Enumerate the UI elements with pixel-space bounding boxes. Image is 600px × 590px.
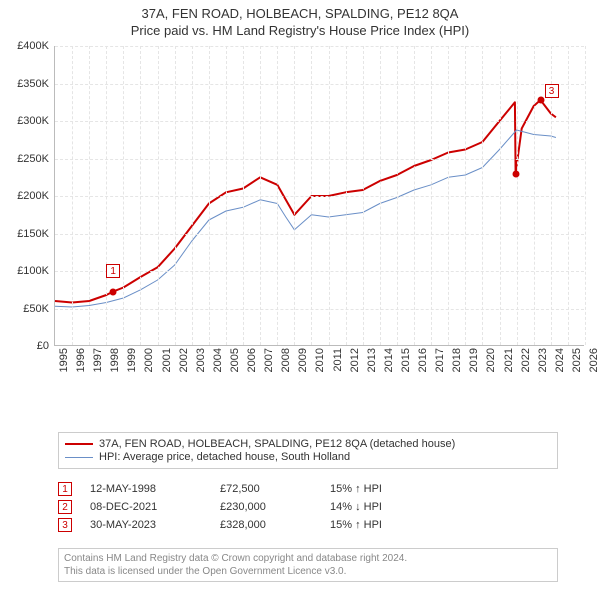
transaction-row: 2 08-DEC-2021 £230,000 14% ↓ HPI xyxy=(58,500,450,514)
x-axis-label: 2024 xyxy=(554,348,566,372)
title-subtitle: Price paid vs. HM Land Registry's House … xyxy=(0,23,600,38)
x-axis-label: 1996 xyxy=(75,348,87,372)
marker-dot-icon xyxy=(537,97,544,104)
x-axis-label: 2001 xyxy=(161,348,173,372)
x-axis-label: 2016 xyxy=(417,348,429,372)
y-axis-label: £150K xyxy=(5,228,49,240)
y-axis-label: £350K xyxy=(5,78,49,90)
legend-label: HPI: Average price, detached house, Sout… xyxy=(99,451,350,463)
transaction-row: 3 30-MAY-2023 £328,000 15% ↑ HPI xyxy=(58,518,450,532)
transaction-pct: 14% ↓ HPI xyxy=(330,501,450,513)
transaction-date: 30-MAY-2023 xyxy=(90,519,220,531)
x-axis-label: 2003 xyxy=(195,348,207,372)
x-axis-label: 1999 xyxy=(126,348,138,372)
series-line xyxy=(55,130,556,307)
transaction-date: 12-MAY-1998 xyxy=(90,483,220,495)
y-axis-label: £250K xyxy=(5,153,49,165)
legend-item: HPI: Average price, detached house, Sout… xyxy=(65,451,551,463)
legend-swatch xyxy=(65,443,93,445)
legend: 37A, FEN ROAD, HOLBEACH, SPALDING, PE12 … xyxy=(58,432,558,469)
x-axis-label: 2025 xyxy=(571,348,583,372)
x-axis-label: 1995 xyxy=(58,348,70,372)
transaction-price: £230,000 xyxy=(220,501,330,513)
x-axis-label: 2021 xyxy=(503,348,515,372)
legend-item: 37A, FEN ROAD, HOLBEACH, SPALDING, PE12 … xyxy=(65,438,551,450)
x-axis-label: 2014 xyxy=(383,348,395,372)
x-axis-label: 2002 xyxy=(178,348,190,372)
x-axis-label: 2010 xyxy=(314,348,326,372)
title-address: 37A, FEN ROAD, HOLBEACH, SPALDING, PE12 … xyxy=(0,6,600,21)
x-axis-label: 2006 xyxy=(246,348,258,372)
x-axis-label: 2011 xyxy=(332,348,344,372)
x-axis-label: 2000 xyxy=(143,348,155,372)
transaction-price: £328,000 xyxy=(220,519,330,531)
y-axis-label: £0 xyxy=(5,340,49,352)
marker-badge: 2 xyxy=(58,500,72,514)
x-axis-label: 2005 xyxy=(229,348,241,372)
transaction-price: £72,500 xyxy=(220,483,330,495)
y-axis-label: £200K xyxy=(5,190,49,202)
y-axis-label: £50K xyxy=(5,303,49,315)
x-axis-label: 2004 xyxy=(212,348,224,372)
header: 37A, FEN ROAD, HOLBEACH, SPALDING, PE12 … xyxy=(0,0,600,38)
x-axis-label: 1998 xyxy=(109,348,121,372)
x-axis-label: 2009 xyxy=(297,348,309,372)
chart: £0£50K£100K£150K£200K£250K£300K£350K£400… xyxy=(54,46,584,386)
transaction-list: 1 12-MAY-1998 £72,500 15% ↑ HPI 2 08-DEC… xyxy=(58,478,450,536)
transaction-row: 1 12-MAY-1998 £72,500 15% ↑ HPI xyxy=(58,482,450,496)
x-axis-label: 2026 xyxy=(588,348,600,372)
legend-swatch xyxy=(65,457,93,458)
transaction-pct: 15% ↑ HPI xyxy=(330,483,450,495)
series-line xyxy=(55,100,556,303)
x-axis-label: 2018 xyxy=(451,348,463,372)
x-axis-label: 1997 xyxy=(92,348,104,372)
x-axis-label: 2015 xyxy=(400,348,412,372)
x-axis-label: 2022 xyxy=(520,348,532,372)
plot-area: £0£50K£100K£150K£200K£250K£300K£350K£400… xyxy=(54,46,584,346)
marker-badge: 3 xyxy=(58,518,72,532)
x-axis-label: 2013 xyxy=(366,348,378,372)
marker-badge: 1 xyxy=(106,264,120,278)
marker-dot-icon xyxy=(110,288,117,295)
x-axis-label: 2007 xyxy=(263,348,275,372)
y-axis-label: £300K xyxy=(5,115,49,127)
attribution-line: This data is licensed under the Open Gov… xyxy=(64,565,552,578)
marker-dot-icon xyxy=(512,170,519,177)
attribution-line: Contains HM Land Registry data © Crown c… xyxy=(64,552,552,565)
x-axis-label: 2012 xyxy=(349,348,361,372)
marker-badge: 1 xyxy=(58,482,72,496)
legend-label: 37A, FEN ROAD, HOLBEACH, SPALDING, PE12 … xyxy=(99,438,455,450)
marker-badge: 3 xyxy=(545,84,559,98)
y-axis-label: £100K xyxy=(5,265,49,277)
x-axis-label: 2008 xyxy=(280,348,292,372)
transaction-date: 08-DEC-2021 xyxy=(90,501,220,513)
x-axis-label: 2017 xyxy=(434,348,446,372)
x-axis-label: 2019 xyxy=(468,348,480,372)
y-axis-label: £400K xyxy=(5,40,49,52)
x-axis-label: 2020 xyxy=(485,348,497,372)
transaction-pct: 15% ↑ HPI xyxy=(330,519,450,531)
attribution: Contains HM Land Registry data © Crown c… xyxy=(58,548,558,582)
x-axis-label: 2023 xyxy=(537,348,549,372)
